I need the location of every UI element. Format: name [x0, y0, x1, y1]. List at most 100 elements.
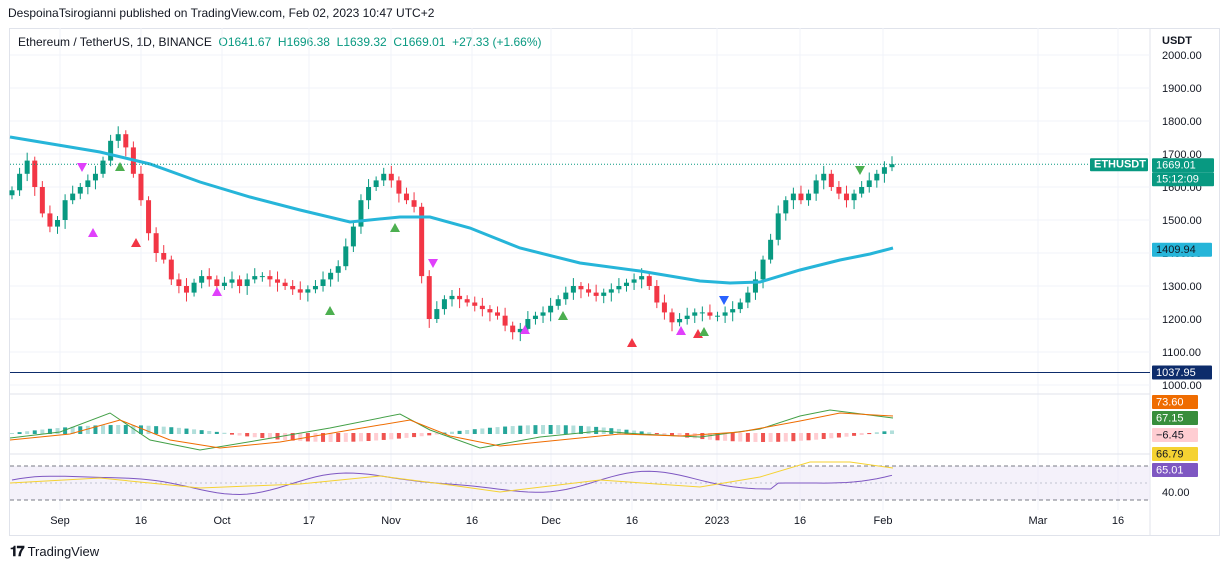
sell-signal-marker — [719, 296, 729, 305]
macd-histogram-bar — [890, 430, 894, 434]
sell-signal-marker — [855, 166, 865, 175]
candle-body — [631, 279, 637, 283]
rsi-ma-badge: 66.79 — [1156, 449, 1184, 461]
candle-body — [259, 276, 265, 278]
candle-body — [570, 286, 576, 293]
macd-histogram-bar — [730, 433, 735, 442]
macd-histogram-bar — [199, 430, 204, 434]
macd-histogram-bar — [283, 433, 288, 441]
candle-body — [563, 292, 569, 300]
buy-signal-marker — [558, 311, 568, 320]
candle-body — [502, 315, 508, 326]
macd-histogram-bar — [328, 433, 333, 442]
candle-body — [616, 286, 622, 290]
candle-body — [859, 187, 865, 194]
candle-body — [889, 164, 895, 168]
candle-body — [297, 289, 303, 293]
buy-signal-marker — [627, 338, 637, 347]
macd-histogram-bar — [351, 433, 356, 442]
candle-body — [798, 193, 804, 201]
macd-histogram-bar — [586, 426, 591, 434]
candle-body — [752, 279, 758, 293]
candle-body — [312, 286, 318, 290]
macd-histogram-bar — [298, 433, 303, 442]
macd-histogram-bar — [836, 433, 841, 438]
macd-histogram-bar — [609, 428, 614, 434]
rsi-line — [11, 470, 893, 496]
candle-body — [115, 134, 121, 141]
ohlc-high: H1696.38 — [277, 35, 330, 49]
macd-histogram-bar — [63, 427, 68, 434]
macd-histogram-bar — [343, 433, 348, 442]
candle-body — [464, 299, 470, 303]
candle-body — [305, 289, 311, 293]
macd-histogram-bar — [169, 427, 174, 434]
candle-body — [578, 286, 584, 290]
candle-body — [419, 206, 425, 277]
macd-histogram-bar — [814, 433, 819, 440]
macd-histogram-bar — [859, 433, 864, 435]
macd-histogram-bar — [184, 428, 189, 434]
macd-histogram-bar — [25, 431, 30, 434]
x-tick-label: 16 — [135, 515, 147, 527]
y-tick-label: 1700.00 — [1162, 149, 1202, 161]
candle-body — [366, 187, 372, 201]
sell-signal-marker — [428, 259, 438, 268]
candle-body — [866, 180, 872, 187]
candle-body — [85, 180, 91, 187]
macd-histogram-bar — [161, 426, 166, 434]
macd-histogram-bar — [321, 433, 326, 442]
macd-histogram-bar — [791, 433, 796, 442]
candle-body — [532, 315, 538, 319]
candle-body — [426, 276, 432, 319]
candle-body — [495, 312, 501, 316]
macd-histogram-bar — [381, 433, 386, 440]
macd-histogram-bar — [761, 433, 766, 442]
macd-histogram-bar — [412, 433, 417, 438]
macd-histogram-bar — [510, 426, 515, 434]
ma-value-badge-bg — [1152, 242, 1212, 257]
candle-body — [32, 160, 38, 187]
candle-body — [358, 200, 364, 227]
candle-body — [457, 295, 463, 300]
macd-histogram-bar — [632, 430, 637, 434]
candle-body — [510, 325, 516, 333]
candle-body — [123, 134, 129, 148]
candle-body — [108, 140, 114, 161]
candle-body — [373, 180, 379, 187]
candle-body — [692, 312, 698, 316]
symbol-badge: ETHUSDT — [1094, 159, 1146, 171]
candle-body — [153, 233, 159, 253]
macd-histogram-bar — [594, 426, 599, 434]
buy-signal-marker — [115, 162, 125, 171]
candle-body — [168, 259, 174, 280]
macd-histogram-bar — [639, 431, 644, 434]
macd-histogram-bar — [525, 425, 530, 434]
sell-signal-marker — [77, 163, 87, 172]
level-badge: 1037.95 — [1156, 367, 1196, 379]
candle-body — [593, 292, 599, 296]
macd-histogram-bar — [146, 425, 151, 434]
x-tick-label: 17 — [303, 515, 315, 527]
candle-body — [244, 279, 250, 286]
macd-histogram-bar — [374, 433, 379, 441]
candle-body — [669, 312, 675, 323]
candle-body — [661, 302, 667, 313]
candle-body — [540, 312, 546, 316]
macd-histogram-bar — [131, 425, 136, 434]
macd-histogram-bar — [336, 433, 341, 442]
macd-histogram-bar — [252, 433, 257, 438]
macd-histogram-bar — [450, 431, 454, 434]
macd-histogram-bar — [821, 433, 826, 440]
candle-body — [267, 276, 273, 280]
macd-line-badge-bg — [1152, 411, 1198, 425]
x-tick-label: 16 — [1112, 515, 1124, 527]
macd-histogram-bar — [715, 433, 720, 441]
ohlc-open: O1641.67 — [218, 35, 272, 49]
candle-body — [229, 279, 235, 283]
buy-signal-marker — [212, 287, 222, 296]
macd-line-badge: 67.15 — [1156, 413, 1184, 425]
macd-histogram-bar — [101, 425, 106, 434]
macd-histogram-bar — [17, 432, 22, 434]
